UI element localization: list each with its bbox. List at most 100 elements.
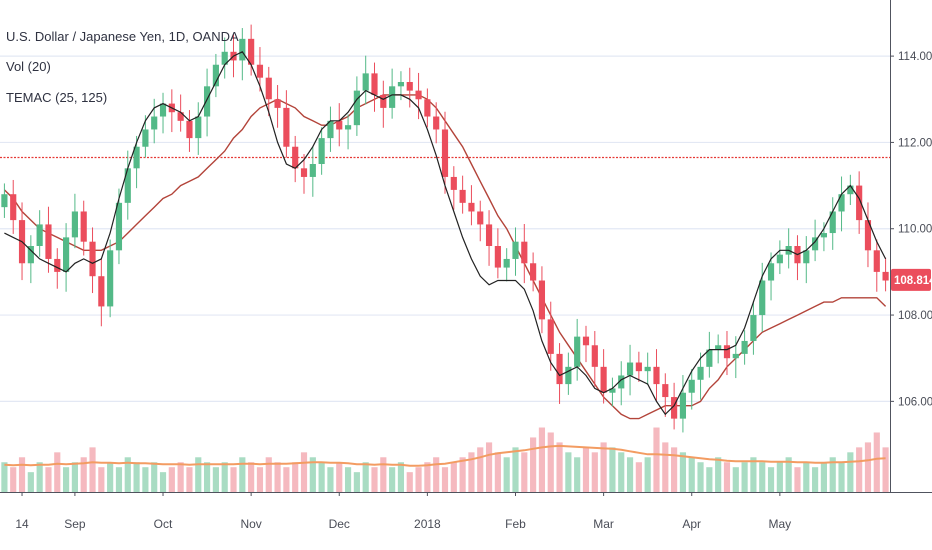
volume-bar — [318, 462, 325, 492]
volume-bar — [609, 447, 616, 492]
volume-bar — [653, 427, 660, 492]
volume-bar — [618, 452, 625, 492]
candle-body — [397, 82, 405, 87]
candle — [503, 248, 510, 282]
volume-bar — [98, 467, 105, 492]
volume-bar — [203, 462, 211, 492]
candle — [159, 92, 167, 134]
volume-bar — [847, 452, 854, 492]
volume-bar — [706, 467, 713, 492]
volume-bar — [803, 462, 810, 492]
candle-body — [450, 176, 457, 190]
candle-body — [27, 246, 34, 264]
candle-body — [177, 112, 184, 121]
candle-body — [424, 99, 431, 117]
volume-bar — [882, 447, 889, 492]
volume-bar — [767, 467, 775, 492]
grid-lines — [0, 55, 890, 402]
temac-legend[interactable]: TEMAC (25, 125) — [6, 90, 108, 105]
candle — [838, 176, 845, 232]
candle-body — [300, 168, 308, 177]
candle — [248, 24, 255, 76]
volume-bar — [265, 457, 272, 492]
time-tick-label: Oct — [154, 517, 173, 531]
candle-body — [767, 263, 775, 281]
candle — [723, 331, 731, 376]
candle — [626, 344, 634, 396]
volume-bar — [679, 452, 687, 492]
volume-bar — [36, 462, 43, 492]
candle-body — [186, 120, 193, 139]
volume-bar — [27, 472, 34, 492]
candle — [829, 197, 836, 250]
candle — [759, 262, 766, 332]
volume-bar — [574, 457, 581, 492]
candle-body — [309, 164, 316, 177]
candle — [459, 175, 466, 214]
candle — [450, 166, 457, 210]
volume-bar — [441, 467, 449, 492]
candle — [71, 193, 78, 249]
candle-body — [494, 246, 501, 268]
candle-body — [371, 73, 378, 95]
candle-body — [671, 397, 678, 419]
volume-bar — [177, 462, 184, 492]
candle-body — [283, 107, 290, 147]
volume-bar — [477, 447, 484, 492]
volume-bar — [750, 457, 757, 492]
candle — [433, 102, 440, 144]
volume-bar — [230, 467, 237, 492]
candle — [265, 66, 272, 117]
volume-bar — [389, 467, 396, 492]
candle — [89, 227, 96, 294]
candle-body — [635, 362, 642, 372]
candle-body — [477, 211, 484, 225]
candle — [662, 373, 669, 417]
volume-bar — [80, 457, 87, 492]
candle — [618, 361, 625, 406]
candle — [767, 252, 775, 301]
symbol-title[interactable]: U.S. Dollar / Japanese Yen, 1D, OANDA — [6, 29, 239, 44]
volume-bar — [71, 462, 78, 492]
candle-body — [750, 315, 757, 341]
candle-body — [98, 276, 105, 307]
volume-legend[interactable]: Vol (20) — [6, 59, 51, 74]
candle-body — [556, 353, 563, 385]
volume-bar — [239, 457, 246, 492]
volume-bar — [115, 467, 123, 492]
volume-bar — [565, 452, 572, 492]
candle — [362, 55, 369, 105]
candle-body — [353, 90, 360, 126]
candle-body — [89, 241, 96, 277]
volume-bar — [1, 462, 8, 492]
time-axis-bg — [0, 492, 932, 550]
volume-bar — [591, 452, 598, 492]
time-axis[interactable]: 14 Sep Oct Nov Dec 2018 Feb Mar Apr May — [0, 492, 932, 550]
candle-body — [688, 379, 695, 393]
candle-body — [864, 220, 872, 251]
candle — [521, 223, 528, 284]
candle — [820, 222, 827, 252]
candle — [274, 85, 281, 128]
candle-body — [344, 125, 352, 130]
candle — [256, 47, 264, 92]
candle — [538, 266, 546, 334]
candle-body — [803, 250, 810, 264]
volume-bar — [547, 432, 554, 492]
time-tick-label: 14 — [15, 517, 29, 531]
candle — [873, 239, 880, 292]
volume-bar — [521, 452, 528, 492]
candle — [327, 106, 334, 152]
candle-body — [433, 116, 440, 130]
volume-bar — [538, 427, 546, 492]
candle — [485, 210, 493, 266]
candle-body — [441, 129, 449, 177]
candle-body — [274, 99, 281, 108]
candle-body — [609, 388, 616, 393]
price-tick-label: 106.000 — [898, 396, 932, 408]
volume-bar — [168, 467, 175, 492]
candle-body — [600, 366, 607, 393]
volume-bar — [776, 462, 783, 492]
